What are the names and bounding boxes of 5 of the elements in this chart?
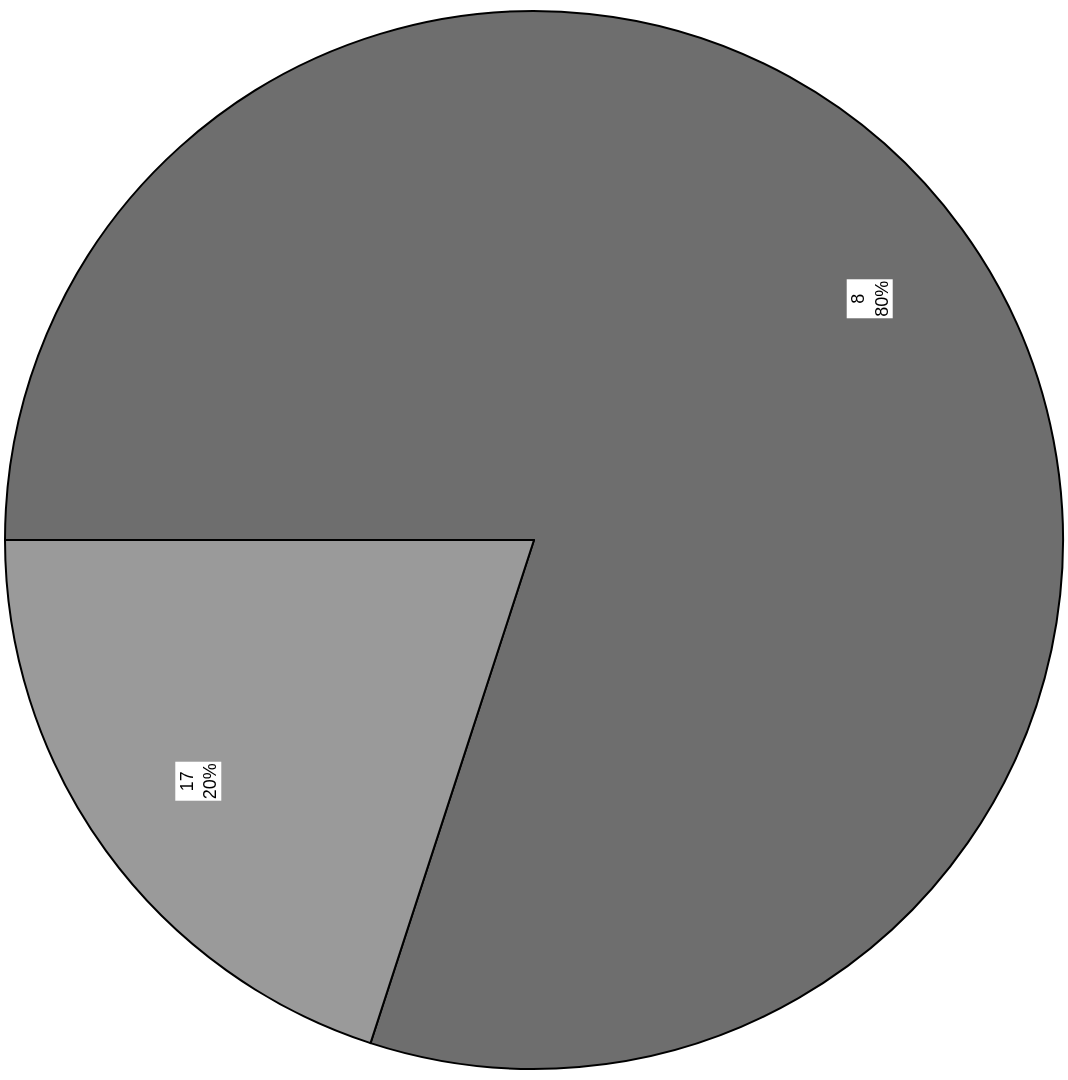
slice-label: 8 — [848, 293, 869, 304]
data-label: 20% — [200, 763, 221, 800]
data-label: 80% — [871, 280, 892, 317]
slice-label: 17 — [176, 771, 197, 792]
pie-slice — [4, 10, 1064, 1070]
